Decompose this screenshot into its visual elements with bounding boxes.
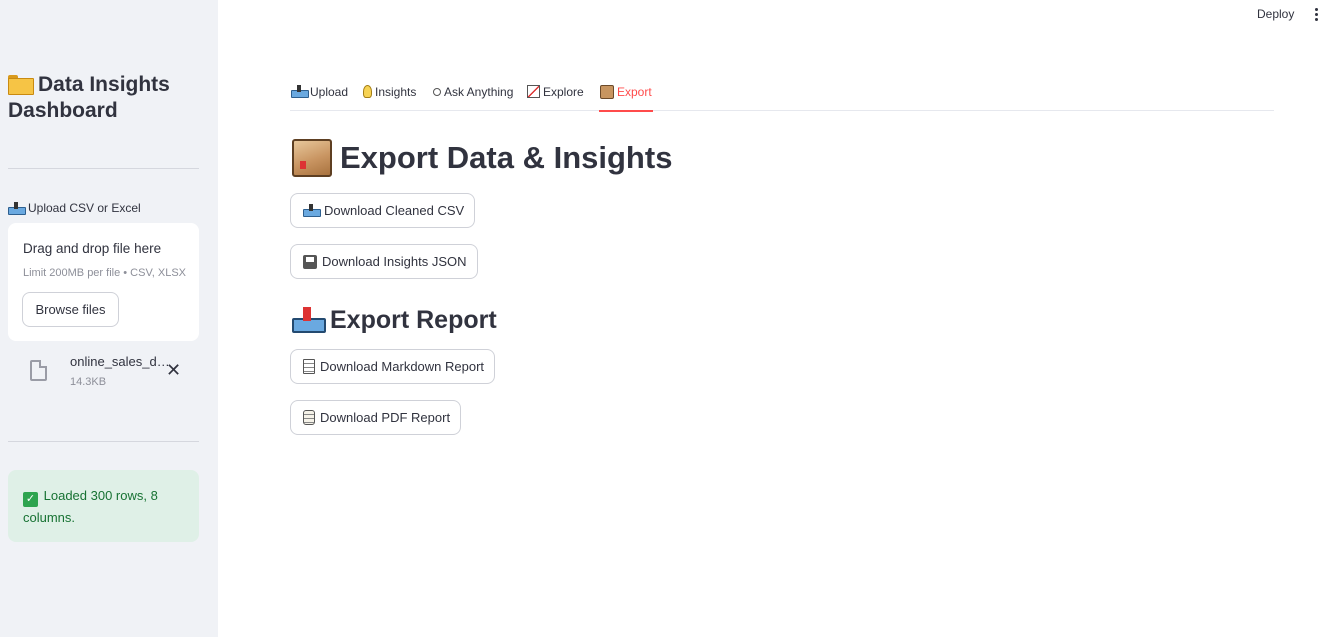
uploader-label: Upload CSV or Excel xyxy=(8,201,141,215)
outbox-tray-icon xyxy=(291,85,309,98)
divider xyxy=(8,168,199,169)
tab-ask-anything[interactable]: Ask Anything xyxy=(433,80,513,111)
file-size: 14.3KB xyxy=(70,376,107,388)
tab-upload[interactable]: Upload xyxy=(291,80,348,111)
page-title: Export Data & Insights xyxy=(292,137,672,179)
download-pdf-report-button[interactable]: Download PDF Report xyxy=(290,400,462,435)
divider xyxy=(8,441,199,442)
sidebar-title: Data Insights Dashboard xyxy=(8,73,170,122)
lightbulb-icon xyxy=(363,85,372,98)
inbox-tray-icon xyxy=(303,204,321,217)
more-menu-icon[interactable] xyxy=(1314,8,1319,22)
remove-file-icon[interactable]: ✕ xyxy=(166,360,182,380)
file-icon xyxy=(30,360,47,381)
download-markdown-report-button[interactable]: Download Markdown Report xyxy=(290,349,496,384)
browse-files-button[interactable]: Browse files xyxy=(22,292,119,327)
check-icon: ✓ xyxy=(23,492,38,507)
dropzone-limit: Limit 200MB per file • CSV, XLSX xyxy=(23,267,187,279)
file-dropzone[interactable]: Drag and drop file here Limit 200MB per … xyxy=(8,223,199,341)
sidebar: Data Insights Dashboard Upload CSV or Ex… xyxy=(0,0,218,637)
tab-insights[interactable]: Insights xyxy=(363,80,416,111)
scroll-icon xyxy=(303,410,315,425)
folder-icon xyxy=(8,75,34,95)
tab-explore[interactable]: Explore xyxy=(527,80,584,111)
file-name: online_sales_data.csv xyxy=(70,354,170,369)
tab-bar: Upload Insights Ask Anything Explore Exp… xyxy=(290,80,1274,112)
success-message: Loaded 300 rows, 8 columns. xyxy=(23,488,158,525)
package-icon xyxy=(600,84,614,99)
success-alert: ✓ Loaded 300 rows, 8 columns. xyxy=(8,470,199,542)
section-title: Export Report xyxy=(292,304,497,336)
outbox-tray-icon xyxy=(8,201,26,215)
floppy-disk-icon xyxy=(303,254,317,269)
dropzone-title: Drag and drop file here xyxy=(23,241,162,256)
outbox-tray-icon xyxy=(292,307,326,333)
page-icon xyxy=(303,359,315,374)
package-icon xyxy=(292,139,332,177)
deploy-button[interactable]: Deploy xyxy=(1257,7,1295,21)
chart-icon xyxy=(527,85,540,98)
download-insights-json-button[interactable]: Download Insights JSON xyxy=(290,244,478,279)
tab-export[interactable]: Export xyxy=(599,80,653,112)
download-cleaned-csv-button[interactable]: Download Cleaned CSV xyxy=(290,193,476,228)
thought-icon xyxy=(433,87,441,96)
uploaded-file: online_sales_data.csv 14.3KB ✕ xyxy=(8,348,199,396)
